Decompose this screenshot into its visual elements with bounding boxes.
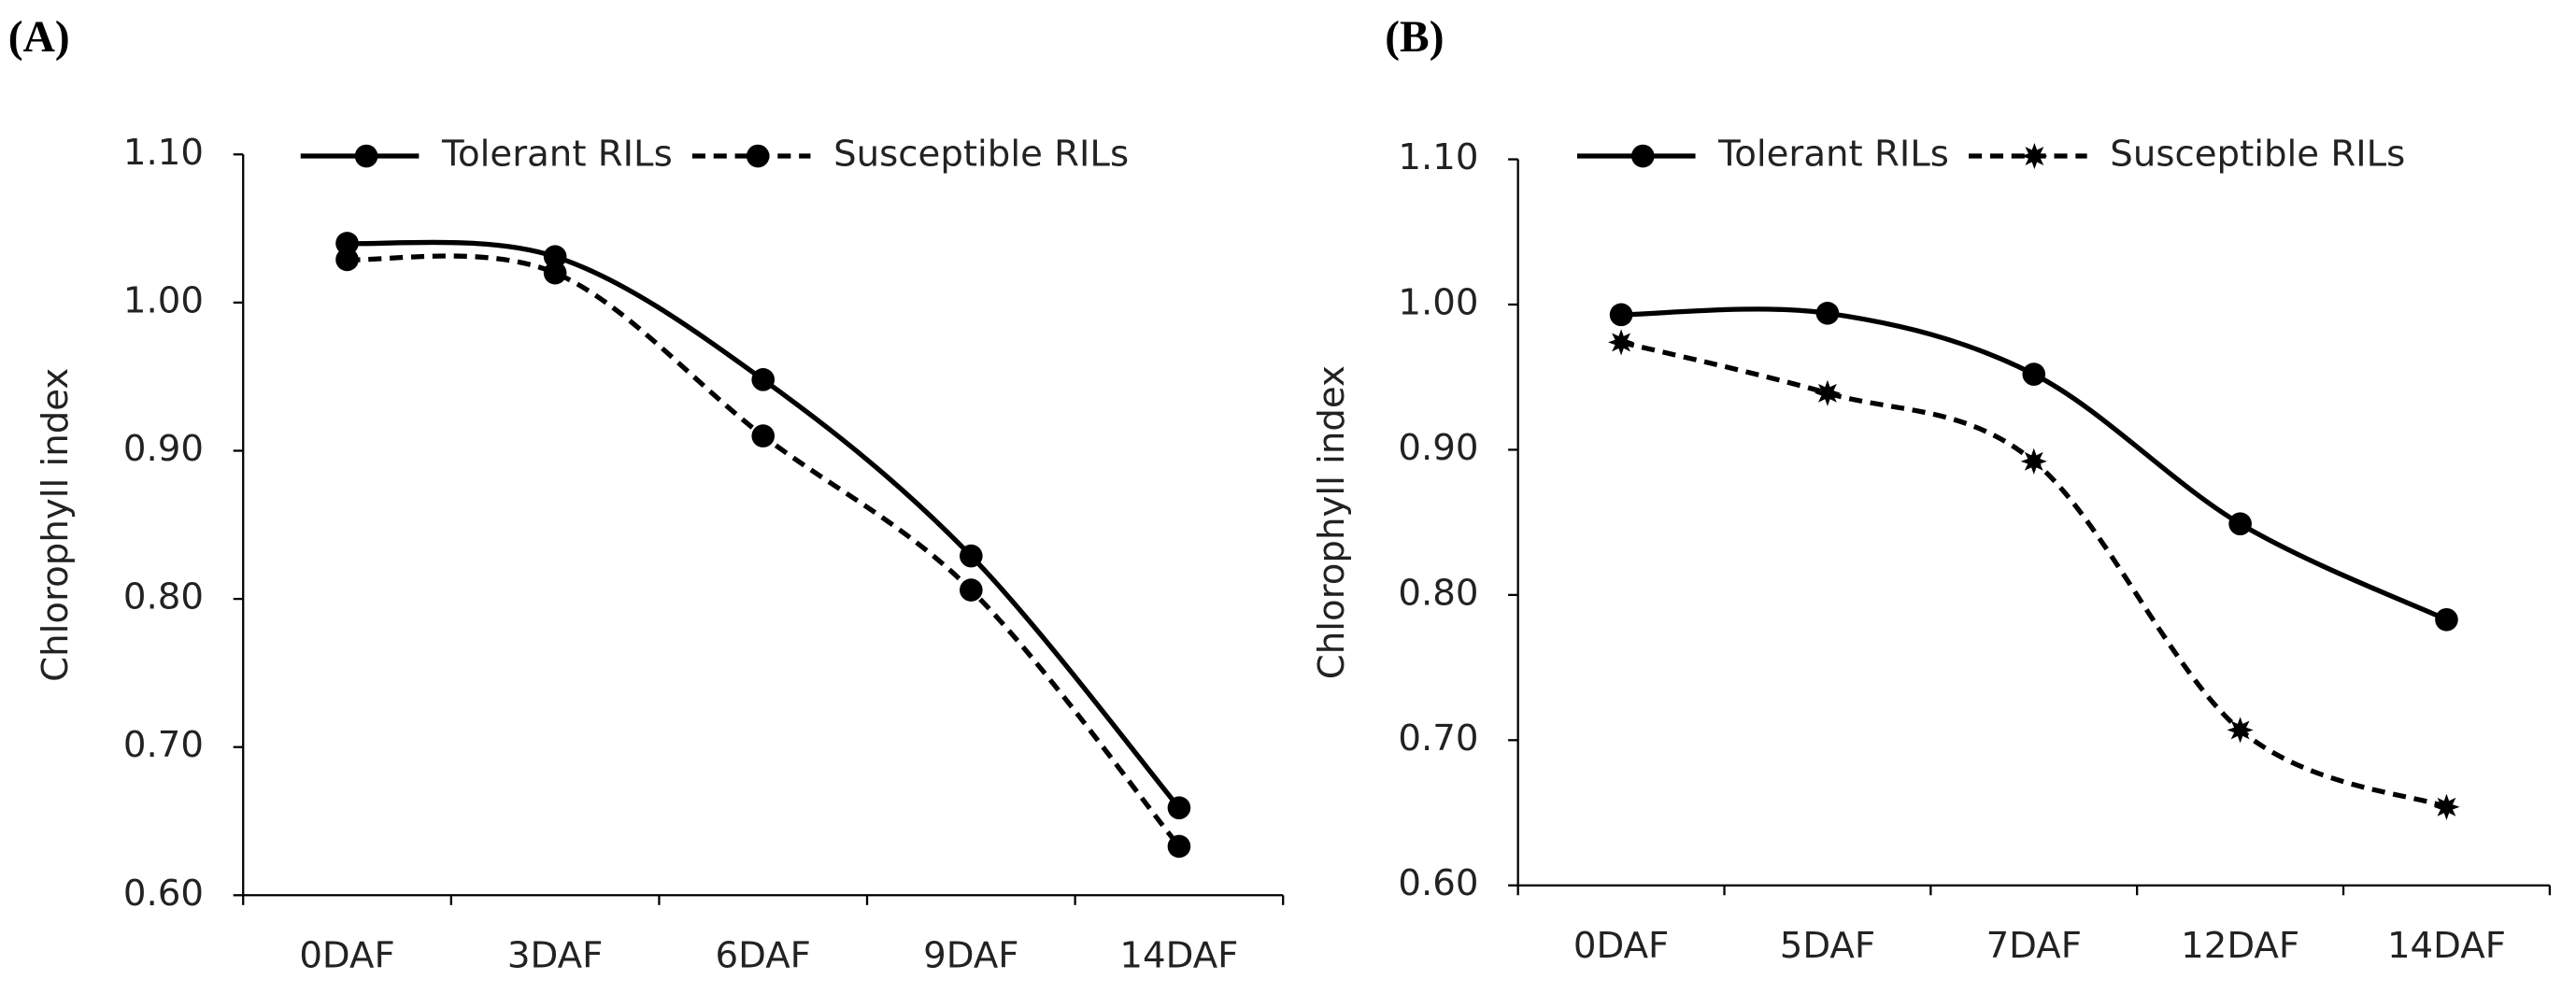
y-axis-label: Chlorophyll index	[35, 368, 77, 682]
data-line	[347, 253, 1181, 848]
data-point	[335, 248, 359, 272]
data-point	[1815, 302, 1840, 325]
x-tick-label: 12DAF	[2181, 925, 2299, 967]
legend-label: Susceptible RILs	[833, 134, 1129, 176]
y-tick-label: 1.00	[123, 279, 204, 321]
x-tick-label: 14DAF	[2387, 925, 2506, 967]
legend-label: Tolerant RILs	[441, 134, 673, 176]
data-point	[2433, 793, 2460, 820]
data-point	[1609, 303, 1633, 327]
y-tick-label: 0.90	[1398, 427, 1478, 469]
x-tick-label: 14DAF	[1119, 935, 1238, 977]
data-point	[2022, 362, 2046, 386]
legend-label: Tolerant RILs	[1717, 134, 1949, 176]
data-point	[960, 578, 983, 602]
data-line	[1620, 339, 2448, 810]
data-point	[1814, 379, 1841, 406]
data-point	[2228, 512, 2252, 536]
x-tick-label: 9DAF	[923, 935, 1018, 977]
panel-label: (A)	[8, 13, 70, 62]
legend-item: Tolerant RILs	[300, 134, 673, 176]
legend-marker	[1630, 144, 1655, 168]
data-point	[1608, 329, 1635, 356]
y-tick-label: 0.60	[123, 873, 204, 915]
x-tick-label: 3DAF	[507, 935, 603, 977]
x-tick-label: 5DAF	[1780, 925, 1875, 967]
data-line	[347, 239, 1181, 810]
data-point	[1167, 834, 1191, 859]
y-tick-label: 1.10	[1398, 136, 1478, 178]
x-tick-label: 6DAF	[716, 935, 811, 977]
legend-marker	[746, 144, 770, 168]
y-tick-label: 0.60	[1398, 862, 1478, 904]
y-tick-label: 0.80	[1398, 572, 1478, 614]
legend-item: Susceptible RILs	[691, 134, 1129, 176]
legend-item: Tolerant RILs	[1576, 134, 1949, 176]
panel-label: (B)	[1385, 13, 1444, 62]
data-point	[2227, 717, 2254, 744]
legend-marker	[2021, 142, 2048, 170]
y-tick-label: 0.70	[123, 724, 204, 766]
y-axis-label: Chlorophyll index	[1311, 365, 1353, 679]
data-point	[1167, 796, 1191, 820]
data-point	[2020, 447, 2047, 475]
data-point	[543, 261, 567, 285]
legend-item: Susceptible RILs	[1969, 134, 2405, 176]
y-tick-label: 0.80	[123, 576, 204, 618]
legend-marker	[354, 144, 378, 168]
data-point	[2435, 607, 2458, 632]
legend-label: Susceptible RILs	[2110, 134, 2405, 176]
figure-content: (A) Chlorophyll index 0.60 0.70 0.80 0.90 1.00…	[8, 13, 2552, 977]
data-point	[751, 424, 776, 447]
x-tick-label: 0DAF	[1573, 925, 1669, 967]
y-tick-label: 1.10	[123, 132, 204, 174]
x-tick-label: 0DAF	[299, 935, 394, 977]
x-tick-label: 7DAF	[1986, 925, 2082, 967]
y-tick-label: 1.00	[1398, 281, 1478, 323]
y-tick-label: 0.70	[1398, 717, 1478, 760]
data-point	[335, 232, 359, 255]
data-point	[751, 368, 776, 391]
data-point	[960, 544, 983, 568]
y-tick-label: 0.90	[123, 428, 204, 470]
data-point	[543, 245, 567, 269]
